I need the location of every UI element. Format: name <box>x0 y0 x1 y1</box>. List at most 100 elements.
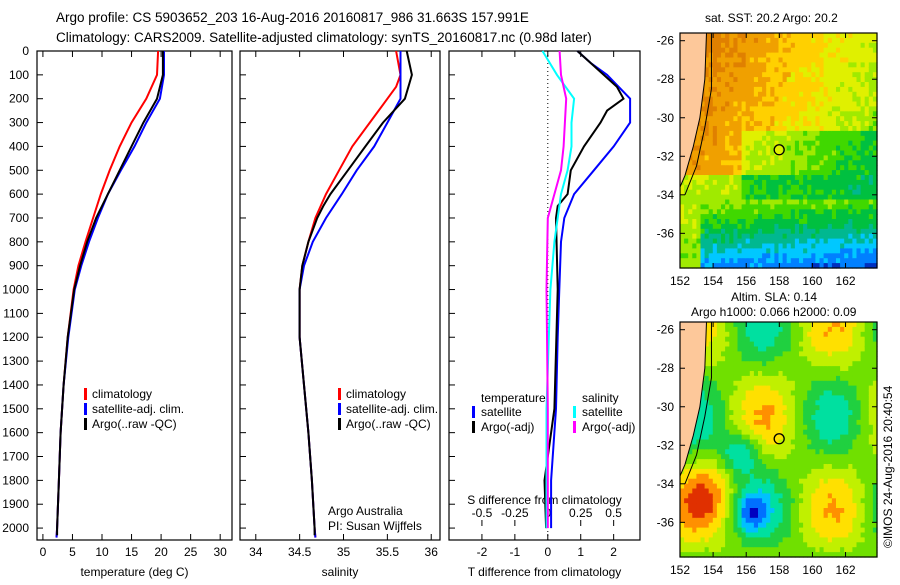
land-australia <box>679 32 708 188</box>
title-line-2: Climatology: CARS2009. Satellite-adjuste… <box>56 30 592 45</box>
s-tick-label: -0.25 <box>501 506 529 520</box>
y-tick-label: 600 <box>9 187 29 201</box>
series-s-satellite <box>541 50 576 529</box>
credit-line-1: Argo Australia <box>328 504 403 518</box>
y-tick-label: 0 <box>22 44 29 58</box>
legend-label: satellite-adj. clim. <box>92 402 184 416</box>
legend-title-temperature: temperature <box>481 391 546 405</box>
sla-map-grid <box>680 322 878 558</box>
x-tick-label: 1 <box>577 545 584 559</box>
x-tick-label: 10 <box>95 545 109 559</box>
lon-tick-label: 152 <box>670 274 690 288</box>
lat-tick-label: -36 <box>657 226 675 240</box>
x-tick-label: 30 <box>214 545 228 559</box>
lat-tick-label: -28 <box>657 72 675 86</box>
legend-swatch <box>472 406 475 418</box>
y-tick-label: 1800 <box>2 473 29 487</box>
legend-label: climatology <box>92 387 152 401</box>
s-tick-label: 0.25 <box>569 506 593 520</box>
y-tick-label: 1900 <box>2 497 29 511</box>
legend-swatch <box>472 421 475 433</box>
x-tick-label: 2 <box>610 545 617 559</box>
lon-tick-label: 158 <box>769 563 789 577</box>
sla-map-title: Altim. SLA: 0.14 <box>731 290 817 304</box>
y-tick-label: 1100 <box>3 306 29 320</box>
sst-map-title: sat. SST: 20.2 Argo: 20.2 <box>705 11 838 25</box>
legend-swatch <box>338 388 341 400</box>
y-tick-label: 200 <box>9 92 29 106</box>
lat-tick-label: -32 <box>657 149 675 163</box>
lon-tick-label: 162 <box>836 274 856 288</box>
x-axis-label: salinity <box>322 565 359 579</box>
x-tick-label: 34.5 <box>288 545 312 559</box>
x-tick-label: -1 <box>510 545 521 559</box>
x-tick-label: 35.5 <box>376 545 400 559</box>
sst-map-grid <box>680 33 878 269</box>
legend-label: Argo(-adj) <box>481 420 534 434</box>
y-tick-label: 1300 <box>2 354 29 368</box>
difference-profile-frame <box>448 50 641 541</box>
lat-tick-label: -34 <box>657 477 675 491</box>
x-axis-label: temperature (deg C) <box>80 565 188 579</box>
legend-label: climatology <box>346 387 406 401</box>
legend-title-salinity: salinity <box>582 391 619 405</box>
x-tick-label: 20 <box>154 545 168 559</box>
lon-tick-label: 156 <box>736 274 756 288</box>
x-tick-label: 0 <box>544 545 551 559</box>
credit-line-2: PI: Susan Wijffels <box>328 519 422 533</box>
y-tick-label: 300 <box>9 116 29 130</box>
lon-tick-label: 156 <box>736 563 756 577</box>
plots-layer: 0 5 10 15 2 0 25 30 temperature (deg C) 0 100 200 30… <box>2 32 878 579</box>
y-tick-label: 1400 <box>2 378 29 392</box>
temperature-profile-frame <box>36 50 233 541</box>
legend-label: Argo(..raw -QC) <box>346 417 431 431</box>
lat-tick-label: -30 <box>657 400 675 414</box>
s-tick-label: 0.5 <box>605 506 622 520</box>
legend-swatch <box>84 418 87 430</box>
lon-tick-label: 154 <box>703 274 723 288</box>
series-t-argo-adj- <box>543 50 625 529</box>
argo-location-marker <box>773 144 785 156</box>
sla-map-subtitle: Argo h1000: 0.066 h2000: 0.09 <box>691 305 857 319</box>
lat-tick-label: -30 <box>657 111 675 125</box>
series-t-satellite <box>550 50 632 529</box>
argo-location-marker <box>773 433 785 445</box>
x-axis-label: T difference from climatology <box>468 565 622 579</box>
lon-tick-label: 152 <box>670 563 690 577</box>
legend-label: satellite <box>582 405 623 419</box>
lat-tick-label: -28 <box>657 361 675 375</box>
x-tick-label: 5 <box>69 545 76 559</box>
legend-swatch <box>338 418 341 430</box>
legend-swatch <box>84 403 87 415</box>
x-tick-label: 0 <box>40 545 47 559</box>
bathymetry-contour <box>684 33 712 195</box>
y-tick-label: 700 <box>9 211 29 225</box>
lat-tick-label: -36 <box>657 515 675 529</box>
series-argo-raw-qc- <box>298 50 413 536</box>
legend-swatch <box>573 406 576 418</box>
y-tick-label: 400 <box>9 139 29 153</box>
y-tick-label: 100 <box>9 68 29 82</box>
legend-label: satellite-adj. clim. <box>346 402 438 416</box>
legend-swatch <box>338 403 341 415</box>
s-tick-label: -0.5 <box>472 506 493 520</box>
y-tick-label: 1500 <box>2 402 29 416</box>
y-tick-label: 1700 <box>2 450 29 464</box>
y-tick-label: 1200 <box>2 330 29 344</box>
lon-tick-label: 160 <box>802 563 822 577</box>
legend-label: satellite <box>481 405 522 419</box>
lon-tick-label: 160 <box>802 274 822 288</box>
lat-tick-label: -26 <box>657 34 675 48</box>
series-argo-raw-qc- <box>56 51 164 536</box>
y-tick-label: 500 <box>9 163 29 177</box>
land-australia <box>679 321 708 477</box>
x-tick-label: 25 <box>184 545 198 559</box>
lon-tick-label: 154 <box>703 563 723 577</box>
y-tick-label: 1600 <box>2 426 29 440</box>
lon-tick-label: 158 <box>769 274 789 288</box>
legend-swatch <box>573 421 576 433</box>
sla-map-frame <box>679 321 878 558</box>
series-s-argo-adj- <box>545 50 568 529</box>
sst-map-frame <box>679 32 878 269</box>
lat-tick-label: -32 <box>657 438 675 452</box>
